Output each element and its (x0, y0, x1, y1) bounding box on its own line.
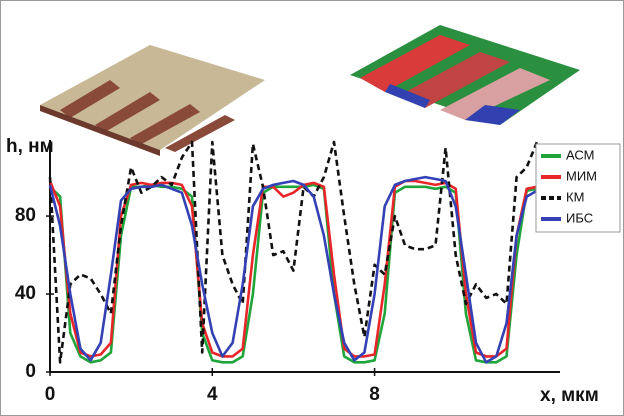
y-tick-label: 0 (25, 361, 36, 382)
y-tick-label: 40 (15, 283, 36, 304)
x-tick-label: 8 (369, 384, 380, 405)
legend-label: МИМ (566, 168, 597, 183)
legend-label: КМ (566, 189, 584, 204)
y-tick-label: 80 (15, 205, 36, 226)
page: h, нм x, мкм 04080048АСММИМКМИБС (() => … (0, 0, 624, 416)
x-tick-label: 0 (45, 384, 56, 405)
legend-label: ИБС (566, 210, 593, 225)
y-axis-label: h, нм (6, 136, 54, 157)
x-axis-label: x, мкм (540, 385, 599, 406)
legend-label: АСМ (566, 147, 594, 162)
x-tick-label: 4 (207, 384, 218, 405)
chart: h, нм x, мкм 0 40 80 0 4 8 АСМ МИМ КМ ИБС (0, 0, 624, 416)
